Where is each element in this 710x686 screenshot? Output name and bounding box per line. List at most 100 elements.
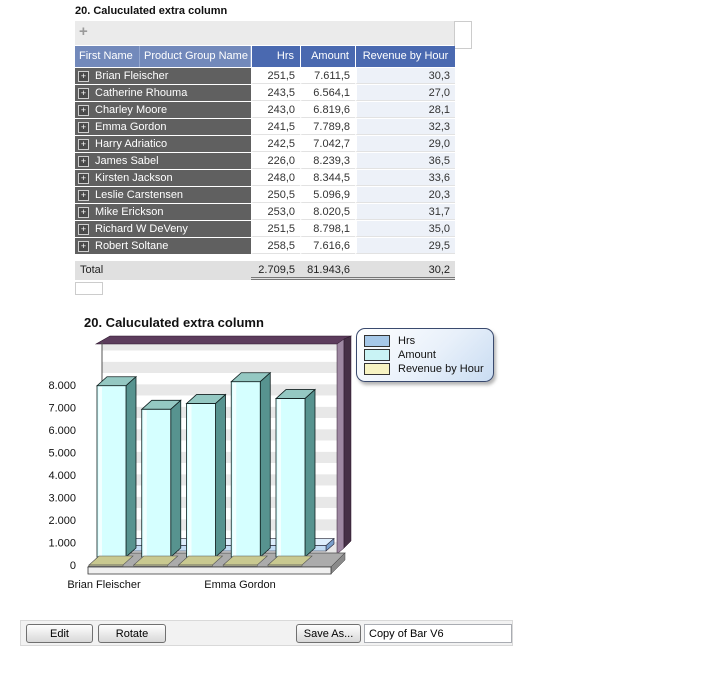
bar-amount-3[interactable] — [259, 371, 271, 558]
row-revenue-by-hour-cell: 33,6 — [355, 170, 455, 186]
row-revenue-by-hour-cell: 29,0 — [355, 136, 455, 152]
legend-swatch-icon — [364, 349, 390, 361]
chart-title: 20. Caluculated extra column — [84, 315, 264, 330]
legend-label: Hrs — [398, 335, 416, 347]
column-header-first-name[interactable]: First Name — [75, 46, 140, 67]
legend-item[interactable]: Hrs — [364, 334, 484, 348]
data-table: First Name Product Group Name Hrs Amount… — [75, 46, 455, 295]
table-title: 20. Caluculated extra column — [75, 5, 228, 17]
total-hrs: 2.709,5 — [251, 261, 300, 280]
expand-icon[interactable]: + — [78, 206, 89, 218]
row-revenue-by-hour-cell: 27,0 — [355, 85, 455, 101]
rotate-button[interactable]: Rotate — [98, 624, 166, 643]
expand-icon[interactable]: + — [78, 172, 89, 184]
row-amount-cell: 5.096,9 — [300, 187, 355, 203]
row-hrs-cell: 242,5 — [251, 136, 300, 152]
legend-item[interactable]: Revenue by Hour — [364, 362, 484, 376]
row-amount-cell: 7.042,7 — [300, 136, 355, 152]
y-axis-label: 8.000 — [48, 380, 76, 392]
row-name-cell: + Richard W DeVeny — [75, 221, 251, 237]
pager-box[interactable] — [75, 282, 103, 295]
y-axis-label: 2.000 — [48, 515, 76, 527]
expand-icon[interactable]: + — [78, 87, 89, 99]
save-as-button[interactable]: Save As... — [296, 624, 361, 643]
column-header-amount[interactable]: Amount — [300, 46, 355, 67]
bar-revenue-1[interactable] — [133, 564, 169, 567]
wall-stripe — [102, 342, 337, 351]
table-row[interactable]: + Brian Fleischer 251,5 7.611,5 30,3 — [75, 68, 455, 84]
legend-item[interactable]: Amount — [364, 348, 484, 362]
expand-icon[interactable]: + — [78, 223, 89, 235]
row-name-cell: + Mike Erickson — [75, 204, 251, 220]
row-revenue-by-hour-cell: 35,0 — [355, 221, 455, 237]
row-amount-cell: 8.239,3 — [300, 153, 355, 169]
bar-amount-highlight-4 — [277, 399, 281, 556]
row-amount-cell: 6.819,6 — [300, 102, 355, 118]
edit-button[interactable]: Edit — [26, 624, 93, 643]
total-amount: 81.943,6 — [300, 261, 355, 280]
expand-icon[interactable]: + — [78, 104, 89, 116]
row-revenue-by-hour-cell: 31,7 — [355, 204, 455, 220]
table-row[interactable]: + James Sabel 226,0 8.239,3 36,5 — [75, 153, 455, 169]
row-amount-cell: 8.020,5 — [300, 204, 355, 220]
table-section: 20. Caluculated extra column + First Nam… — [75, 5, 475, 295]
table-header-row: First Name Product Group Name Hrs Amount… — [75, 46, 455, 67]
table-body: + Brian Fleischer 251,5 7.611,5 30,3 + Catheri… — [75, 68, 455, 254]
row-name-cell: + Kirsten Jackson — [75, 170, 251, 186]
bar-revenue-4[interactable] — [267, 564, 303, 567]
column-header-product-group[interactable]: Product Group Name — [140, 46, 251, 67]
table-row[interactable]: + Mike Erickson 253,0 8.020,5 31,7 — [75, 204, 455, 220]
expand-icon[interactable]: + — [78, 138, 89, 150]
chart-legend: Hrs Amount Revenue by Hour — [356, 328, 494, 382]
row-hrs-cell: 251,5 — [251, 221, 300, 237]
bar-chart-3d: 0 1.000 2.000 3.000 4.000 5.000 6.000 7.000 8.00… — [48, 335, 353, 591]
row-hrs-cell: 258,5 — [251, 238, 300, 254]
total-revenue-by-hour: 30,2 — [355, 261, 455, 280]
y-axis-label: 1.000 — [48, 538, 76, 550]
add-icon[interactable]: + — [79, 23, 88, 40]
table-row[interactable]: + Leslie Carstensen 250,5 5.096,9 20,3 — [75, 187, 455, 203]
bar-amount-2[interactable] — [215, 393, 226, 558]
wall-stripe — [102, 361, 337, 373]
y-axis-label: 7.000 — [48, 403, 76, 415]
row-name-label: Richard W DeVeny — [95, 223, 188, 235]
expand-icon[interactable]: + — [78, 121, 89, 133]
legend-swatch-icon — [364, 335, 390, 347]
bar-amount-4[interactable] — [304, 388, 316, 558]
y-axis-label: 3.000 — [48, 493, 76, 505]
save-name-input[interactable] — [364, 624, 512, 643]
legend-label: Amount — [398, 349, 436, 361]
bar-amount-1[interactable] — [170, 399, 182, 558]
bar-amount-0[interactable] — [125, 375, 137, 558]
bar-revenue-3[interactable] — [222, 564, 258, 567]
row-name-label: Catherine Rhouma — [95, 87, 188, 99]
row-revenue-by-hour-cell: 20,3 — [355, 187, 455, 203]
bar-amount-highlight-3 — [232, 382, 237, 556]
expand-icon[interactable]: + — [78, 240, 89, 252]
row-hrs-cell: 253,0 — [251, 204, 300, 220]
expand-icon[interactable]: + — [78, 189, 89, 201]
expand-icon[interactable]: + — [78, 155, 89, 167]
column-header-hrs[interactable]: Hrs — [251, 46, 300, 67]
row-hrs-cell: 226,0 — [251, 153, 300, 169]
table-corner-box[interactable] — [454, 21, 472, 49]
table-row[interactable]: + Robert Soltane 258,5 7.616,6 29,5 — [75, 238, 455, 254]
table-row[interactable]: + Harry Adriatico 242,5 7.042,7 29,0 — [75, 136, 455, 152]
row-hrs-cell: 248,0 — [251, 170, 300, 186]
row-hrs-cell: 243,5 — [251, 85, 300, 101]
table-row[interactable]: + Richard W DeVeny 251,5 8.798,1 35,0 — [75, 221, 455, 237]
table-row[interactable]: + Catherine Rhouma 243,5 6.564,1 27,0 — [75, 85, 455, 101]
wall-stripe — [102, 373, 337, 385]
bar-revenue-0[interactable] — [88, 564, 124, 567]
chart-frame-top — [94, 335, 353, 345]
table-row[interactable]: + Charley Moore 243,0 6.819,6 28,1 — [75, 102, 455, 118]
row-revenue-by-hour-cell: 29,5 — [355, 238, 455, 254]
bar-revenue-2[interactable] — [178, 564, 213, 567]
row-name-cell: + James Sabel — [75, 153, 251, 169]
row-name-cell: + Leslie Carstensen — [75, 187, 251, 203]
row-name-cell: + Emma Gordon — [75, 119, 251, 135]
table-row[interactable]: + Emma Gordon 241,5 7.789,8 32,3 — [75, 119, 455, 135]
table-row[interactable]: + Kirsten Jackson 248,0 8.344,5 33,6 — [75, 170, 455, 186]
expand-icon[interactable]: + — [78, 70, 89, 82]
column-header-revenue-by-hour[interactable]: Revenue by Hour — [355, 46, 455, 67]
